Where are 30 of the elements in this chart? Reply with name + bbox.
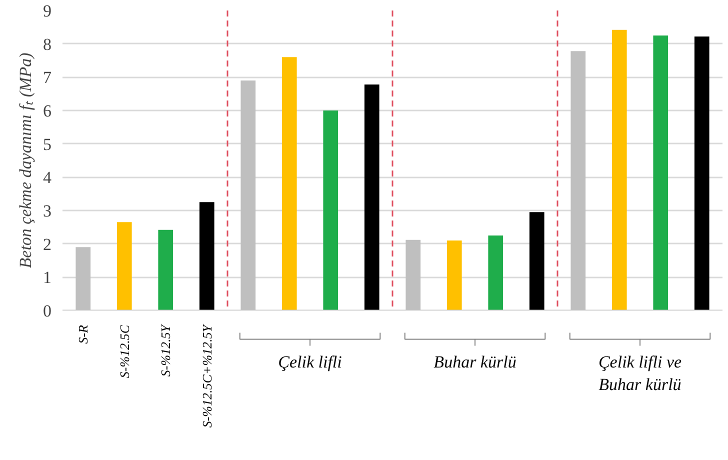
bar bbox=[694, 36, 710, 310]
y-tick-label: 0 bbox=[43, 302, 52, 320]
bar bbox=[199, 202, 214, 310]
y-tick-label: 3 bbox=[43, 202, 52, 220]
y-tick-label: 4 bbox=[43, 168, 52, 188]
y-tick-label: 1 bbox=[43, 268, 52, 288]
bar bbox=[116, 222, 132, 310]
y-tick-label: 9 bbox=[43, 2, 52, 20]
bar bbox=[446, 240, 462, 310]
bar bbox=[612, 30, 627, 310]
y-axis-title: Beton çekme dayanımı fₜ (MPa) bbox=[16, 52, 35, 268]
bar bbox=[364, 84, 380, 310]
bar bbox=[488, 236, 504, 310]
text: S-%12.5C bbox=[116, 324, 132, 378]
y-tick-label: 5 bbox=[43, 134, 52, 154]
x-tick-label: Buhar kürlü bbox=[434, 352, 516, 372]
y-tick-label: 8 bbox=[43, 34, 52, 54]
y-tick-label: 2 bbox=[43, 234, 52, 254]
text: S-R bbox=[76, 324, 91, 344]
bar bbox=[529, 212, 544, 310]
bar bbox=[158, 230, 174, 310]
x-tick-label: Çelik lifli ve Buhar kürlü bbox=[598, 352, 682, 394]
text: S-%12.5Y bbox=[158, 323, 174, 377]
y-tick-label: 7 bbox=[43, 68, 52, 88]
y-tick-label: 6 bbox=[43, 102, 52, 120]
bar bbox=[323, 110, 338, 310]
text: S-%12.5C+%12.5Y bbox=[199, 323, 214, 428]
x-tick-label: Çelik lifli bbox=[278, 352, 342, 372]
bar bbox=[282, 57, 297, 310]
bar bbox=[653, 36, 668, 310]
